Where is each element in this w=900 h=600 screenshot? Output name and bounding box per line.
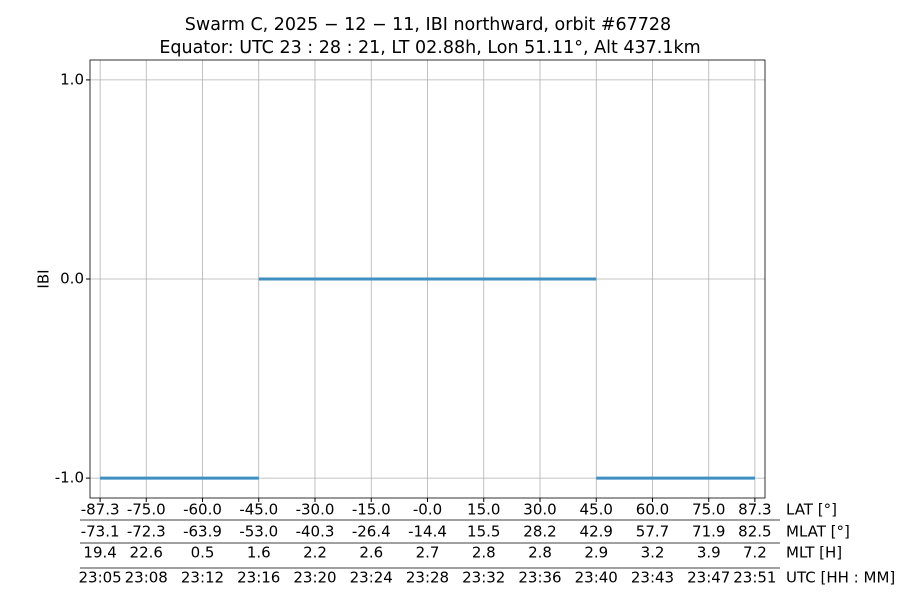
x-tick-row-label: 2.8 [472,544,496,562]
x-tick-row-label: 1.6 [247,544,271,562]
x-axis-label: LAT [°] [786,501,837,519]
x-tick-label: 15.0 [467,501,500,519]
x-tick-row-label: -26.4 [352,523,391,541]
x-tick-label: 75.0 [692,501,725,519]
x-tick-row-label: 2.8 [528,544,552,562]
x-tick-row-label: 7.2 [743,544,767,562]
x-tick-row-label: 23:36 [518,569,561,587]
x-tick-row-label: 23:16 [237,569,280,587]
x-tick-row-label: 23:28 [406,569,449,587]
y-axis-label: IBI [35,269,53,288]
tick-row-name: MLT [H] [786,544,842,562]
x-tick-row-label: 22.6 [130,544,163,562]
y-tick-label: 1.0 [60,70,84,88]
x-tick-row-label: 23:12 [181,569,224,587]
x-tick-row-label: 23:43 [631,569,674,587]
chart-subtitle: Equator: UTC 23 : 28 : 21, LT 02.88h, Lo… [159,38,700,58]
y-tick-label: -1.0 [55,469,84,487]
x-tick-row-label: 3.2 [641,544,665,562]
x-tick-row-label: -53.0 [239,523,278,541]
x-tick-label: 45.0 [580,501,613,519]
x-tick-row-label: -14.4 [408,523,447,541]
x-tick-label: -87.3 [81,501,120,519]
x-tick-label: -45.0 [239,501,278,519]
x-tick-label: -30.0 [296,501,335,519]
tick-row-name: UTC [HH : MM] [786,569,895,587]
x-tick-row-label: 23:47 [687,569,730,587]
x-tick-label: -15.0 [352,501,391,519]
x-tick-row-label: 23:51 [733,569,776,587]
x-tick-row-label: 57.7 [636,523,669,541]
x-tick-label: -60.0 [183,501,222,519]
x-tick-row-label: 2.2 [303,544,327,562]
x-tick-row-label: 15.5 [467,523,500,541]
x-tick-row-label: 0.5 [191,544,215,562]
x-tick-row-label: 82.5 [738,523,771,541]
x-tick-row-label: 2.9 [584,544,608,562]
x-tick-row-label: 23:05 [79,569,122,587]
x-tick-row-label: -73.1 [81,523,120,541]
x-tick-row-label: 23:32 [462,569,505,587]
chart-title: Swarm C, 2025 − 12 − 11, IBI northward, … [185,15,671,35]
y-tick-label: 0.0 [60,270,84,288]
x-tick-row-label: 71.9 [692,523,725,541]
x-tick-row-label: 28.2 [523,523,556,541]
x-tick-label: 87.3 [738,501,771,519]
x-tick-label: 30.0 [523,501,556,519]
x-tick-row-label: 19.4 [83,544,116,562]
x-tick-row-label: 2.7 [416,544,440,562]
x-tick-row-label: 23:20 [293,569,336,587]
x-tick-row-label: -40.3 [296,523,335,541]
x-tick-row-label: 23:24 [350,569,393,587]
x-tick-label: -75.0 [127,501,166,519]
x-tick-row-label: 23:08 [125,569,168,587]
x-tick-row-label: 2.6 [359,544,383,562]
x-tick-row-label: -63.9 [183,523,222,541]
x-tick-label: -0.0 [413,501,442,519]
x-tick-row-label: -72.3 [127,523,166,541]
x-tick-row-label: 23:40 [575,569,618,587]
tick-row-name: MLAT [°] [786,523,850,541]
x-tick-row-label: 42.9 [580,523,613,541]
x-tick-row-label: 3.9 [697,544,721,562]
plot-frame [89,59,766,499]
x-tick-label: 60.0 [636,501,669,519]
